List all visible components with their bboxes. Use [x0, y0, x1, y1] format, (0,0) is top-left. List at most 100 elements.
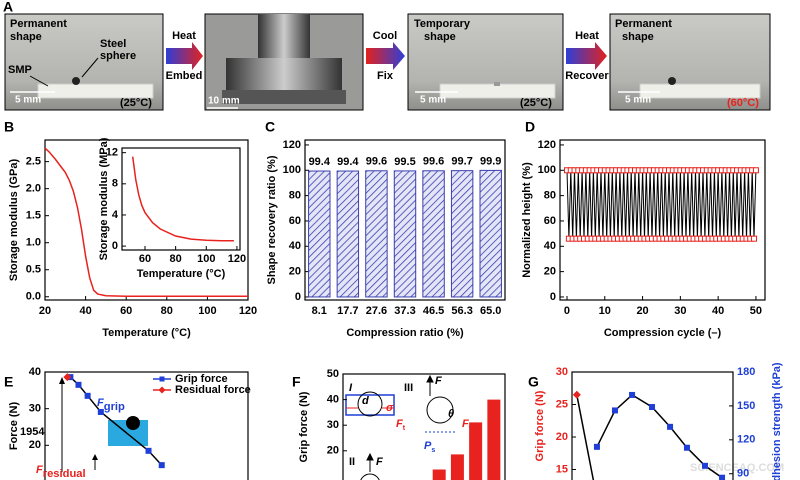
plot-frame	[342, 373, 506, 480]
arrow-label: Cool	[373, 30, 397, 42]
legend-marker	[159, 376, 165, 382]
marker	[75, 381, 82, 388]
marker	[97, 408, 104, 415]
annotation-main: 1954	[20, 426, 45, 438]
value-label: 99.9	[480, 155, 501, 167]
marker	[719, 474, 726, 480]
y-tick-label: 80	[544, 190, 556, 202]
annotation-main: F	[435, 375, 442, 387]
panel-label: B	[4, 119, 14, 135]
plot-frame	[121, 147, 241, 251]
y-tick-label: 8	[112, 178, 118, 190]
y-tick-label: 1.0	[26, 237, 41, 249]
plot-frame	[559, 139, 766, 301]
y-axis-title: Shape recovery ratio (%)	[266, 155, 278, 284]
annotation: Fresidual	[36, 464, 86, 480]
line	[131, 156, 234, 242]
y-axis-title: Storage modulus (GPa)	[8, 159, 20, 282]
y-tick-label: 1.5	[26, 210, 41, 222]
y-tick-label: 80	[289, 190, 301, 202]
temperature: (25°C)	[120, 97, 152, 109]
x-axis-title: Temperature (°C)	[102, 327, 191, 339]
x-tick-label: 120	[228, 253, 246, 265]
annotation-main: P	[424, 440, 432, 452]
photo-title: shape	[622, 31, 654, 43]
marker	[701, 462, 708, 469]
panel-label: E	[4, 374, 13, 390]
schematic	[345, 374, 457, 480]
x-tick-label: 10	[599, 305, 611, 317]
arrow-label: Embed	[166, 70, 203, 82]
annotation-sub: s	[431, 447, 435, 454]
y-axis-title: Normalized height (%)	[521, 162, 533, 278]
annotation-main: II	[349, 456, 355, 468]
line	[566, 170, 757, 239]
temperature: (60°C)	[727, 97, 759, 109]
x-tick-label: 56.3	[451, 305, 472, 317]
panel-label: G	[528, 374, 539, 390]
y-tick-label: 20	[327, 445, 339, 457]
photo: 10 mm	[204, 13, 364, 111]
x-tick-label: 80	[161, 305, 173, 317]
photo-title: Permanent	[615, 18, 672, 30]
y-tick-label: 20	[29, 439, 41, 451]
x-tick-label: 50	[750, 305, 762, 317]
marker	[84, 392, 91, 399]
legend-marker	[158, 386, 166, 394]
panel-label: D	[525, 119, 535, 135]
x-tick-label: 17.7	[337, 305, 358, 317]
y-tick-label: 30	[29, 403, 41, 415]
annotation: F	[376, 456, 383, 468]
panel-label: C	[265, 119, 275, 135]
bar	[450, 454, 464, 480]
x-tick-label: 40	[79, 305, 91, 317]
y-tick-label: 20	[556, 431, 568, 443]
bar	[469, 422, 483, 480]
y-tick-label: 0	[550, 291, 556, 303]
annotation: θ	[448, 408, 454, 420]
marker	[572, 390, 581, 399]
photo: Permanent shape Steel sphere SMP 5 mm (2…	[4, 13, 164, 111]
annotation-sub: t	[403, 425, 406, 432]
value-label: 99.7	[451, 156, 472, 168]
y-axis-title: Storage modulus (MPa)	[98, 137, 110, 260]
plot-frame	[44, 371, 249, 480]
annotation-main: F	[396, 418, 403, 430]
photo: Permanent shape 5 mm (60°C)	[609, 13, 771, 111]
scale-label: 10 mm	[208, 96, 240, 107]
y-tick-label: 40	[544, 240, 556, 252]
legend-label: Grip force	[175, 373, 228, 385]
marker	[593, 443, 600, 450]
value-label: 99.5	[394, 156, 415, 168]
bar	[336, 170, 360, 298]
x-tick-label: 20	[39, 305, 51, 317]
y-tick-label: 20	[289, 266, 301, 278]
y-tick-label: 2.0	[26, 183, 41, 195]
x-axis-title: Compression ratio (%)	[346, 327, 464, 339]
marker	[751, 235, 758, 242]
value-label: 99.4	[309, 156, 331, 168]
arrow-label: Heat	[575, 30, 599, 42]
bar	[308, 170, 331, 298]
annotation: Ft	[396, 418, 406, 432]
marker	[63, 373, 72, 382]
photo-title: shape	[424, 31, 456, 43]
annotation: 1954	[20, 426, 45, 438]
annotation: Steel	[100, 38, 126, 50]
schematic	[59, 377, 148, 472]
bar	[479, 169, 502, 298]
y-tick-label: 25	[556, 398, 568, 410]
x-tick-label: 30	[674, 305, 686, 317]
annotation: III	[404, 382, 413, 394]
annotation-sub: residual	[43, 468, 86, 480]
annotation: Ps	[424, 440, 435, 454]
y-tick-label: 40	[29, 366, 41, 378]
marker	[667, 423, 674, 430]
marker	[145, 447, 152, 454]
x-tick-label: 40	[712, 305, 724, 317]
x-tick-label: 20	[636, 305, 648, 317]
y-tick-label: 0	[112, 240, 118, 252]
bar	[487, 399, 501, 480]
y-axis-title: Grip force (N)	[534, 390, 546, 461]
annotation-main: θ	[448, 408, 454, 420]
